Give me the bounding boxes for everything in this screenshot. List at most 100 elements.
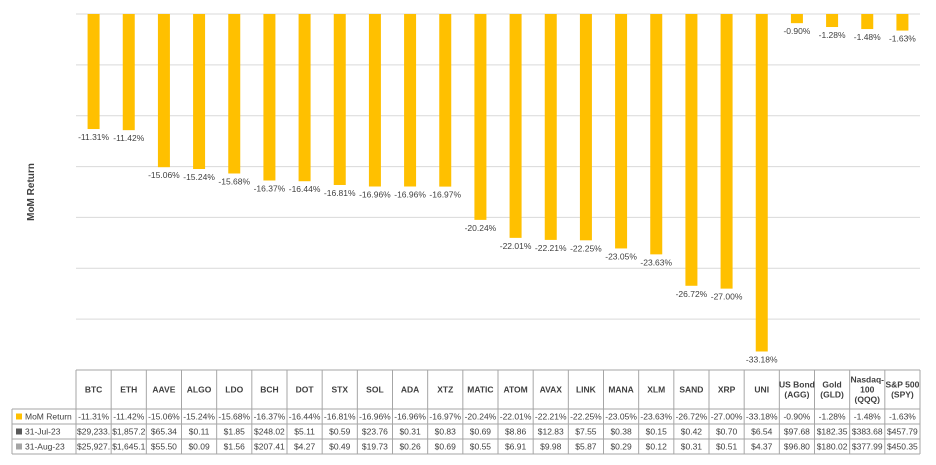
data-label: -22.25%	[570, 243, 602, 253]
legend-key	[16, 413, 22, 420]
table-cell: $0.38	[610, 427, 632, 437]
category-label: S&P 500	[885, 380, 919, 390]
data-label: -16.37%	[254, 184, 286, 194]
table-cell: $248.02	[254, 427, 285, 437]
data-label: -16.96%	[359, 190, 391, 200]
y-axis-label: MoM Return	[26, 163, 37, 221]
bar	[720, 14, 733, 289]
bar	[790, 14, 803, 24]
bar	[509, 14, 522, 238]
bar	[228, 14, 241, 174]
data-label: -16.44%	[289, 184, 321, 194]
table-cell: $65.34	[151, 427, 177, 437]
table-cell: $1,645.1	[112, 442, 145, 452]
table-cell: $4.27	[294, 442, 316, 452]
legend-key	[16, 443, 22, 450]
data-label: -1.28%	[819, 30, 846, 40]
bar	[474, 14, 487, 220]
data-label: -22.01%	[500, 241, 532, 251]
table-cell: $0.69	[470, 427, 492, 437]
data-label: -1.63%	[889, 34, 916, 44]
table-cell: -0.90%	[783, 412, 810, 422]
bar	[544, 14, 557, 240]
bar	[368, 14, 381, 187]
row-label: 31-Aug-23	[25, 442, 65, 452]
bar	[87, 14, 100, 130]
table-cell: $0.70	[716, 427, 738, 437]
bar	[826, 14, 839, 28]
bar	[896, 14, 909, 31]
category-label: BCH	[260, 385, 278, 395]
data-label: -33.18%	[746, 354, 778, 364]
data-label: -11.42%	[113, 133, 144, 143]
table-cell: -27.00%	[711, 412, 743, 422]
category-label: MANA	[608, 385, 634, 395]
data-label: -15.06%	[148, 170, 180, 180]
table-cell: $0.31	[399, 427, 421, 437]
data-label: -15.68%	[218, 176, 250, 186]
category-label: ALGO	[187, 385, 212, 395]
category-label: BTC	[85, 385, 102, 395]
table-cell: -1.28%	[819, 412, 846, 422]
table-cell: $0.55	[470, 442, 492, 452]
table-cell: $23.76	[362, 427, 388, 437]
table-cell: -11.31%	[78, 412, 109, 422]
bar	[755, 14, 768, 352]
bar	[157, 14, 170, 168]
table-cell: $0.26	[399, 442, 421, 452]
table-cell: -15.68%	[218, 412, 250, 422]
table-cell: $180.02	[817, 442, 848, 452]
table-cell: $1.56	[224, 442, 246, 452]
table-cell: -20.24%	[465, 412, 497, 422]
category-label: SOL	[366, 385, 383, 395]
table-cell: -16.96%	[359, 412, 391, 422]
category-label: LDO	[225, 385, 243, 395]
row-label: 31-Jul-23	[25, 427, 61, 437]
bar	[298, 14, 311, 182]
table-cell: -16.96%	[394, 412, 426, 422]
row-label: MoM Return	[25, 412, 72, 422]
data-label: -27.00%	[711, 292, 743, 302]
data-label: -1.48%	[854, 32, 881, 42]
table-cell: $19.73	[362, 442, 388, 452]
data-label: -16.81%	[324, 188, 356, 198]
table-cell: $207.41	[254, 442, 285, 452]
category-label: (GLD)	[820, 390, 844, 400]
data-label: -16.96%	[394, 190, 426, 200]
category-label: ETH	[120, 385, 137, 395]
table-cell: -1.63%	[889, 412, 916, 422]
legend-key	[16, 428, 22, 435]
table-cell: $0.11	[189, 427, 210, 437]
category-label: 100	[860, 385, 874, 395]
table-cell: $1,857.2	[112, 427, 145, 437]
table-cell: -26.72%	[676, 412, 708, 422]
table-cell: $457.79	[887, 427, 918, 437]
table-cell: $6.54	[751, 427, 773, 437]
bar	[333, 14, 346, 185]
category-label: XTZ	[437, 385, 453, 395]
table-cell: $5.87	[575, 442, 597, 452]
table-cell: -16.37%	[254, 412, 286, 422]
table-cell: $0.49	[329, 442, 351, 452]
table-cell: $182.35	[817, 427, 848, 437]
table-cell: $5.11	[294, 427, 315, 437]
category-label: (SPY)	[891, 390, 914, 400]
table-cell: -22.21%	[535, 412, 567, 422]
category-label: Nasdaq-	[850, 375, 884, 385]
category-label: STX	[331, 385, 348, 395]
table-cell: $0.15	[646, 427, 668, 437]
category-label: XRP	[718, 385, 736, 395]
table-cell: $6.91	[505, 442, 527, 452]
table-cell: $7.55	[575, 427, 597, 437]
data-label: -15.24%	[183, 172, 215, 182]
table-cell: $450.35	[887, 442, 918, 452]
category-label: AAVE	[152, 385, 175, 395]
data-label: -11.31%	[78, 132, 109, 142]
table-cell: -22.01%	[500, 412, 532, 422]
table-cell: $377.99	[852, 442, 883, 452]
table-cell: -16.81%	[324, 412, 356, 422]
category-label: LINK	[576, 385, 597, 395]
table-cell: $0.09	[188, 442, 210, 452]
